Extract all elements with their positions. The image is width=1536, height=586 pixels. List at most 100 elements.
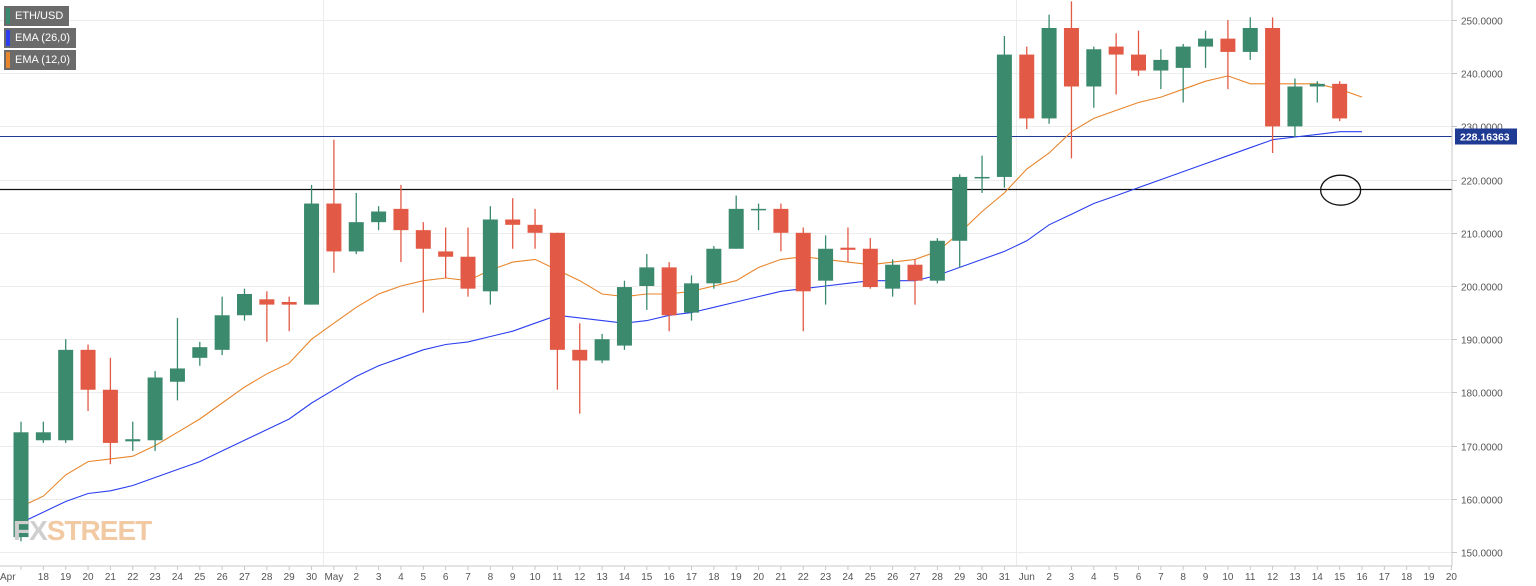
x-tick-label: 19 — [60, 572, 72, 583]
candle-body — [907, 264, 923, 281]
candle-body — [58, 349, 74, 441]
candle-bearish — [460, 227, 476, 297]
x-tick-label: 28 — [932, 572, 944, 583]
candle-body — [661, 267, 677, 316]
x-tick-label: 2 — [1046, 572, 1052, 583]
legend-label: EMA (12,0) — [15, 54, 71, 66]
candle-bullish — [304, 184, 320, 305]
candle-bearish — [773, 203, 789, 252]
x-tick-label: 8 — [488, 572, 494, 583]
x-tick-label: 13 — [1289, 572, 1301, 583]
candle-body — [1041, 27, 1057, 119]
candle-bearish — [862, 238, 878, 289]
highlight-circle — [1320, 174, 1362, 206]
x-tick-label: 17 — [686, 572, 698, 583]
candle-body — [549, 232, 565, 350]
x-tick-label: 23 — [150, 572, 162, 583]
candle-bullish — [348, 192, 364, 255]
candle-body — [996, 54, 1012, 177]
candle-bullish — [482, 206, 498, 305]
candle-bearish — [549, 232, 565, 390]
legend-label: ETH/USD — [15, 10, 64, 22]
candle-bearish — [1063, 1, 1079, 159]
grid-lines — [0, 0, 1452, 566]
candle-body — [885, 264, 901, 289]
candle-body — [102, 389, 118, 443]
candle-bearish — [795, 227, 811, 332]
candle-body — [728, 208, 744, 249]
x-tick-label: 16 — [1356, 572, 1368, 583]
candle-body — [415, 230, 431, 249]
candle-body — [326, 203, 342, 252]
x-tick-label: 19 — [1423, 572, 1435, 583]
candle-bullish — [639, 254, 655, 310]
candle-bullish — [728, 195, 744, 249]
candle-bullish — [125, 421, 141, 451]
x-tick-label: 19 — [731, 572, 743, 583]
candle-body — [1019, 54, 1035, 119]
x-tick-label: 5 — [421, 572, 427, 583]
candle-body — [1309, 83, 1325, 87]
legend-item: EMA (26,0) — [4, 28, 77, 48]
candle-body — [929, 240, 945, 281]
candle-bearish — [1220, 20, 1236, 90]
y-tick-label: 150.0000 — [1461, 549, 1503, 560]
x-tick-label: 24 — [842, 572, 854, 583]
candle-bullish — [1309, 81, 1325, 103]
x-tick-label: 10 — [529, 572, 541, 583]
x-tick-label: 18 — [708, 572, 720, 583]
candle-bullish — [1041, 14, 1057, 124]
candle-body — [840, 247, 856, 250]
x-tick-label: 24 — [172, 572, 184, 583]
x-tick-label: 3 — [1069, 572, 1075, 583]
x-tick-label: 18 — [38, 572, 50, 583]
x-tick-label: 25 — [865, 572, 877, 583]
candle-bearish — [840, 227, 856, 263]
x-tick-label: 13 — [597, 572, 609, 583]
candle-bullish — [35, 421, 51, 443]
legend-item: ETH/USD — [4, 6, 70, 26]
candle-body — [862, 248, 878, 288]
candle-bearish — [281, 296, 297, 332]
y-axis: 150.0000 160.0000 170.0000 180.0000 190.0000… — [1452, 17, 1503, 560]
candle-bearish — [438, 227, 454, 279]
x-tick-label: 12 — [1267, 572, 1279, 583]
candle-body — [1265, 27, 1281, 127]
candle-body — [505, 219, 521, 225]
x-tick-label: 4 — [1091, 572, 1097, 583]
candle-body — [1108, 46, 1124, 55]
x-tick-label: 27 — [239, 572, 251, 583]
candle-body — [684, 283, 699, 313]
x-tick-label: 29 — [954, 572, 966, 583]
y-tick-label: 190.0000 — [1461, 336, 1503, 347]
annotations — [1320, 174, 1362, 206]
x-tick-label: 14 — [1312, 572, 1324, 583]
x-tick-label: Apr — [0, 572, 16, 583]
x-tick-label: 28 — [261, 572, 273, 583]
x-tick-label: 11 — [552, 572, 563, 583]
candle-body — [1153, 59, 1169, 71]
candle-body — [639, 267, 655, 286]
candle-bearish — [393, 184, 409, 263]
candle-bearish — [1265, 17, 1281, 153]
candle-bullish — [169, 317, 185, 401]
candle-bearish — [102, 357, 118, 465]
x-tick-label: 5 — [1113, 572, 1119, 583]
x-tick-label: 9 — [510, 572, 516, 583]
candle-body — [13, 432, 29, 538]
current-price-label: 228.16363 — [1460, 132, 1510, 144]
legend-swatch — [6, 52, 10, 68]
x-tick-label: 18 — [1401, 572, 1413, 583]
candle-body — [751, 208, 767, 211]
legend-swatch — [6, 8, 10, 24]
candle-bullish — [147, 371, 163, 451]
candle-body — [1063, 27, 1079, 87]
candle-body — [1332, 83, 1348, 119]
x-tick-label: 21 — [775, 572, 787, 583]
candle-body — [259, 299, 275, 305]
x-tick-label: 20 — [1446, 572, 1458, 583]
x-tick-label: 25 — [194, 572, 206, 583]
candle-bullish — [13, 421, 29, 542]
x-tick-label: 27 — [909, 572, 921, 583]
